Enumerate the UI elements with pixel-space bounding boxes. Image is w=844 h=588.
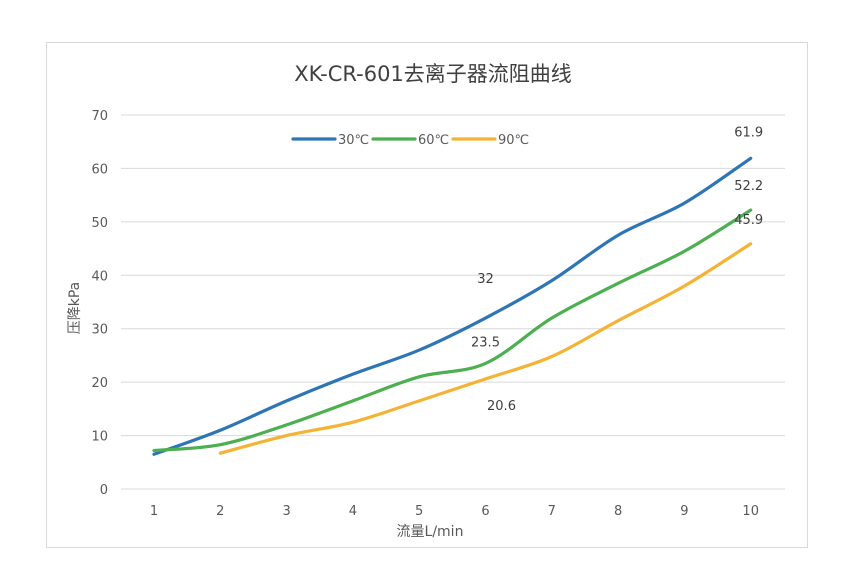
grid-lines [121,114,785,490]
x-tick-1: 1 [150,504,158,519]
x-axis-title: 流量L/min [397,524,464,540]
y-axis-title: 压降kPa [67,282,83,335]
x-tick-3: 3 [282,504,290,519]
data-label-5: 23.5 [471,335,500,350]
legend-label-3: 90℃ [498,133,529,148]
series-line-2 [152,208,753,453]
data-label-6: 20.6 [487,399,516,414]
x-tick-2: 2 [216,504,224,519]
data-label-2: 52.2 [734,179,763,194]
legend-label-2: 60℃ [418,133,449,148]
y-tick-20: 20 [91,376,108,391]
x-tick-9: 9 [680,504,688,519]
chart-title: XK-CR-601去离子器流阻曲线 [294,62,572,86]
y-tick-10: 10 [91,430,108,445]
x-tick-6: 6 [481,504,489,519]
data-label-3: 45.9 [734,213,763,228]
x-tick-10: 10 [742,504,759,519]
legend-label-1: 30℃ [338,133,369,148]
series-lines [152,156,753,456]
y-tick-30: 30 [91,323,108,338]
y-tick-50: 50 [91,216,108,231]
data-label-4: 32 [477,272,494,287]
x-tick-4: 4 [349,504,357,519]
series-line-1 [152,156,753,456]
chart-svg: XK-CR-601去离子器流阻曲线 0 10 20 30 40 50 60 70 1 2 3 4 5 6… [67,62,785,540]
x-tick-7: 7 [548,504,556,519]
chart-frame: XK-CR-601去离子器流阻曲线 0 10 20 30 40 50 60 70 1 2 3 4 5 6… [46,42,808,548]
y-tick-0: 0 [100,483,108,498]
x-tick-5: 5 [415,504,423,519]
x-tick-8: 8 [614,504,622,519]
data-labels: 61.9 52.2 45.9 32 23.5 20.6 [471,125,763,414]
y-tick-labels: 0 10 20 30 40 50 60 70 [91,109,108,498]
y-tick-70: 70 [91,109,108,124]
data-label-1: 61.9 [734,125,763,140]
y-tick-40: 40 [91,269,108,284]
legend: 30℃ 60℃ 90℃ [291,133,529,148]
y-tick-60: 60 [91,162,108,177]
series-line-3 [218,242,753,455]
x-tick-labels: 1 2 3 4 5 6 7 8 9 10 [150,504,759,519]
